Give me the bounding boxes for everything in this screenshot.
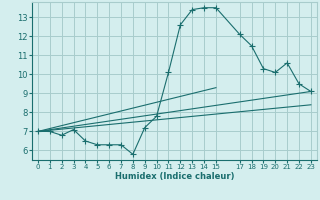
X-axis label: Humidex (Indice chaleur): Humidex (Indice chaleur) <box>115 172 234 181</box>
